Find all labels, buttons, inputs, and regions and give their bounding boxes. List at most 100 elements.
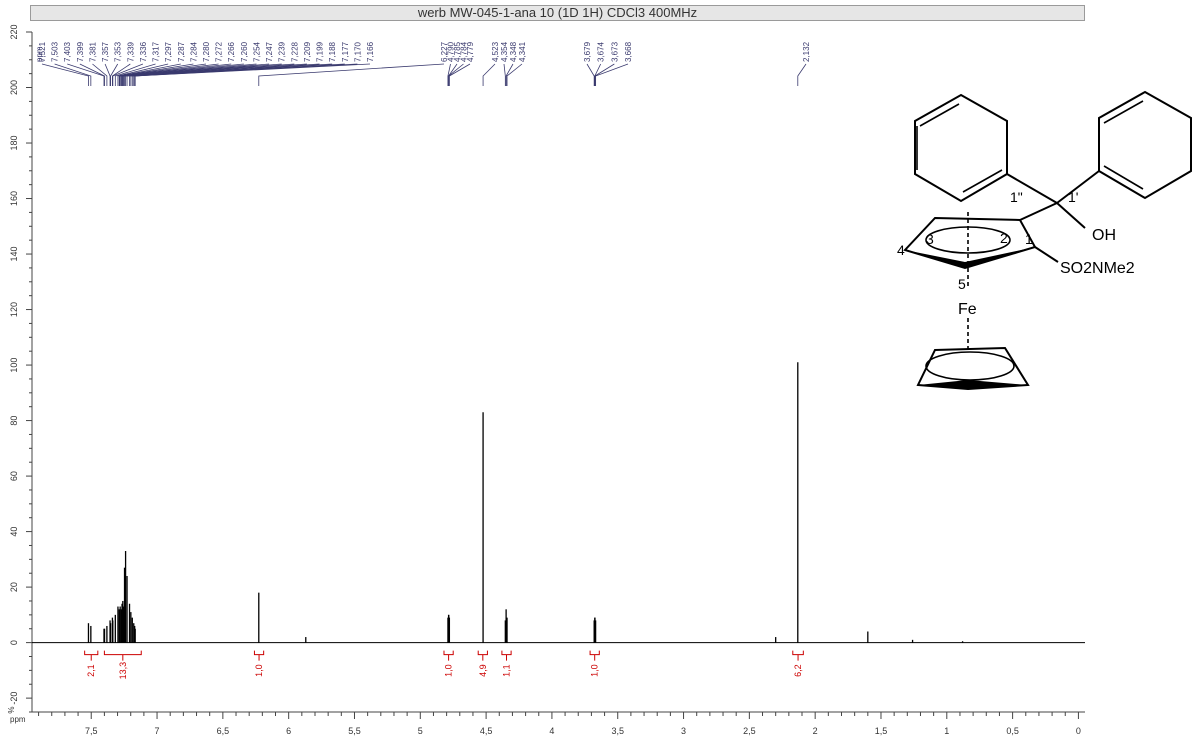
peak-label: 7,317 (152, 41, 161, 62)
integral-label: 6,2 (793, 664, 803, 677)
y-tick-label: 120 (9, 302, 19, 317)
y-tick-label: 180 (9, 136, 19, 151)
peak-label: 7,339 (126, 41, 135, 62)
peak-label: 7,284 (189, 41, 198, 62)
peak-label-leader (594, 63, 615, 86)
peak-label: 4,785 (453, 41, 462, 62)
peak-label-leader (119, 63, 194, 86)
peak-label-leader (447, 63, 451, 86)
x-tick-label: 1,5 (875, 726, 888, 736)
integral-label: 1,1 (502, 664, 512, 677)
peak-label: 7,381 (88, 41, 97, 62)
integral-bracket (103, 650, 142, 661)
integral-bracket (792, 650, 804, 661)
cp-ring-top (903, 216, 1037, 270)
integral-label: 1,0 (444, 664, 454, 677)
label-1prime: 1' (1068, 189, 1078, 205)
peak-label-leader (258, 63, 445, 86)
integrals: 2,1 13,3 1,0 1,0 4,9 1,1 1,0 6,2 (84, 650, 804, 680)
chemical-structure (903, 90, 1192, 391)
peak-label-leader (134, 63, 358, 86)
x-tick-label: 5,5 (348, 726, 361, 736)
peak-label-leader (119, 63, 207, 86)
label-fe: Fe (958, 301, 977, 318)
integral-label: 1,0 (590, 664, 600, 677)
integral-label: 13,3 (118, 662, 128, 680)
peak-label-leader (134, 63, 371, 86)
integral-label: 2,1 (86, 664, 96, 677)
peak-label-leader (122, 63, 244, 86)
peak-label: 7,403 (63, 41, 72, 62)
peak-label: 7,287 (177, 41, 186, 62)
y-tick-label: 0 (9, 640, 19, 645)
peak-label: 7,272 (215, 41, 224, 62)
peak-label: 4,779 (466, 41, 475, 62)
y-tick-label: 140 (9, 247, 19, 262)
peak-label-leader (114, 63, 156, 86)
label-5: 5 (958, 276, 966, 292)
y-tick-label: 20 (9, 582, 19, 592)
integral-bracket (501, 650, 512, 661)
x-tick-label: 0,5 (1006, 726, 1019, 736)
peak-label: 7,166 (366, 41, 375, 62)
integral-bracket (589, 650, 600, 661)
integral-bracket (443, 650, 454, 661)
x-axis-label: ppm (10, 715, 26, 724)
spectrum-title: werb MW-045-1-ana 10 (1D 1H) CDCl3 400MH… (30, 5, 1085, 21)
peak-label: 7,280 (202, 41, 211, 62)
y-axis-label: % (7, 706, 16, 713)
peak-label-leader (482, 63, 496, 86)
peak-label-leader (131, 63, 333, 86)
peak-label: 4,523 (491, 41, 500, 62)
y-tick-label: 160 (9, 191, 19, 206)
plot-area (32, 362, 1085, 644)
y-tick-label: 220 (9, 24, 19, 39)
peak-label: 7,254 (252, 41, 261, 62)
label-1dprime: 1" (1010, 189, 1023, 205)
peak-label: 7,357 (101, 41, 110, 62)
x-tick-label: 6,5 (217, 726, 230, 736)
label-so2nme2: SO2NMe2 (1060, 260, 1135, 277)
peak-label: 3,674 (597, 41, 606, 62)
peak-label-leader (448, 63, 464, 86)
peak-label: 3,673 (610, 41, 619, 62)
peak-label-leader (79, 63, 105, 86)
peak-label: 7,247 (265, 41, 274, 62)
peak-label: 7,297 (164, 41, 173, 62)
peak-label-leader (124, 63, 270, 86)
peak-label-leader (129, 63, 307, 86)
peak-label-leader (126, 63, 295, 86)
peak-label-leader (92, 63, 108, 86)
y-tick-label: 100 (9, 358, 19, 373)
integral-bracket (84, 650, 99, 661)
peak-label: 7,209 (303, 41, 312, 62)
peak-label-leader (120, 63, 219, 86)
x-tick-label: 4,5 (480, 726, 493, 736)
peak-label-leader (121, 63, 232, 86)
peak-label: 7,353 (114, 41, 123, 62)
x-tick-label: 3 (681, 726, 686, 736)
integral-label: 1,0 (254, 664, 264, 677)
peak-label: 7,260 (240, 41, 249, 62)
peak-label-leader (54, 63, 92, 86)
peak-label-leader (110, 63, 119, 86)
peak-label: 7,336 (139, 41, 148, 62)
peak-label: 7,170 (353, 41, 362, 62)
peak-label: 3,679 (583, 41, 592, 62)
peak-label-leader (505, 63, 514, 86)
peak-label: 4,341 (518, 41, 527, 62)
peak-label: 7,228 (290, 41, 299, 62)
peak-label: 4,790 (447, 41, 456, 62)
peak-label: 7,503 (51, 41, 60, 62)
peak-label: 4,348 (509, 41, 518, 62)
peak-label: 7,521 (38, 41, 47, 62)
y-tick-label: -20 (9, 692, 19, 705)
peak-label-leader (448, 63, 471, 86)
peak-label-leader (104, 63, 111, 86)
label-1: 1 (1025, 231, 1033, 247)
peak-label: 7,266 (227, 41, 236, 62)
peak-label-leader (586, 63, 595, 86)
